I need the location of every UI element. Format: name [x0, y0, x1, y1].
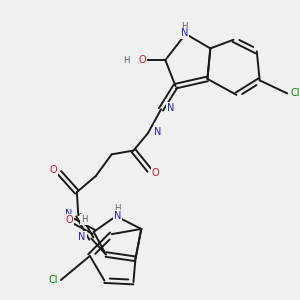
- Text: N: N: [78, 232, 86, 242]
- Text: Cl: Cl: [48, 275, 58, 285]
- Text: O: O: [66, 215, 74, 225]
- Text: N: N: [167, 103, 174, 113]
- Text: H: H: [181, 22, 188, 31]
- Text: H: H: [123, 56, 129, 64]
- Text: O: O: [152, 168, 160, 178]
- Text: H: H: [81, 215, 87, 224]
- Text: N: N: [114, 211, 121, 220]
- Text: Cl: Cl: [291, 88, 300, 98]
- Text: N: N: [154, 127, 161, 137]
- Text: H: H: [114, 204, 121, 213]
- Text: N: N: [181, 28, 188, 38]
- Text: N: N: [65, 209, 73, 219]
- Text: O: O: [138, 55, 146, 65]
- Text: O: O: [49, 165, 57, 175]
